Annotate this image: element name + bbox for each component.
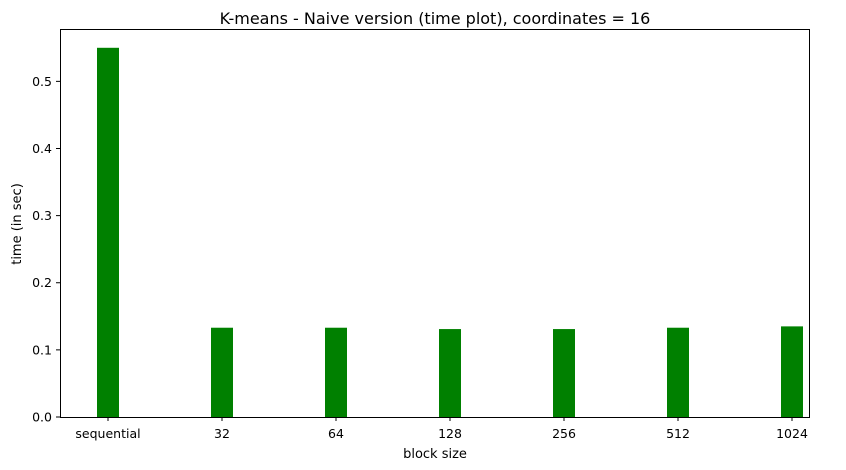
x-tick-label: sequential: [75, 426, 140, 441]
y-tick-label: 0.0: [32, 410, 52, 425]
y-tick-label: 0.1: [32, 342, 52, 357]
y-axis-label: time (in sec): [10, 183, 25, 265]
bar-128: [439, 329, 461, 417]
x-tick-label: 512: [666, 426, 690, 441]
bars-group: [97, 47, 803, 418]
y-tick-label: 0.4: [32, 141, 52, 156]
plot-frame: [60, 29, 810, 418]
bar-sequential: [97, 47, 119, 418]
x-ticks-group: sequential 32 64 128 256 512 1024: [75, 417, 808, 441]
x-tick-label: 1024: [776, 426, 808, 441]
x-tick-label: 32: [214, 426, 230, 441]
bar-32: [211, 327, 233, 417]
bar-1024: [781, 326, 803, 417]
y-ticks-group: 0.0 0.1 0.2 0.3 0.4 0.5: [32, 74, 60, 425]
x-axis-label: block size: [403, 447, 467, 462]
y-tick-label: 0.5: [32, 74, 52, 89]
chart-title: K-means - Naive version (time plot), coo…: [220, 9, 651, 28]
y-tick-label: 0.3: [32, 208, 52, 223]
x-tick-label: 256: [552, 426, 576, 441]
bar-64: [325, 327, 347, 417]
y-tick-label: 0.2: [32, 275, 52, 290]
bar-256: [553, 329, 575, 417]
x-tick-label: 128: [438, 426, 462, 441]
bar-512: [667, 327, 689, 417]
x-tick-label: 64: [328, 426, 344, 441]
